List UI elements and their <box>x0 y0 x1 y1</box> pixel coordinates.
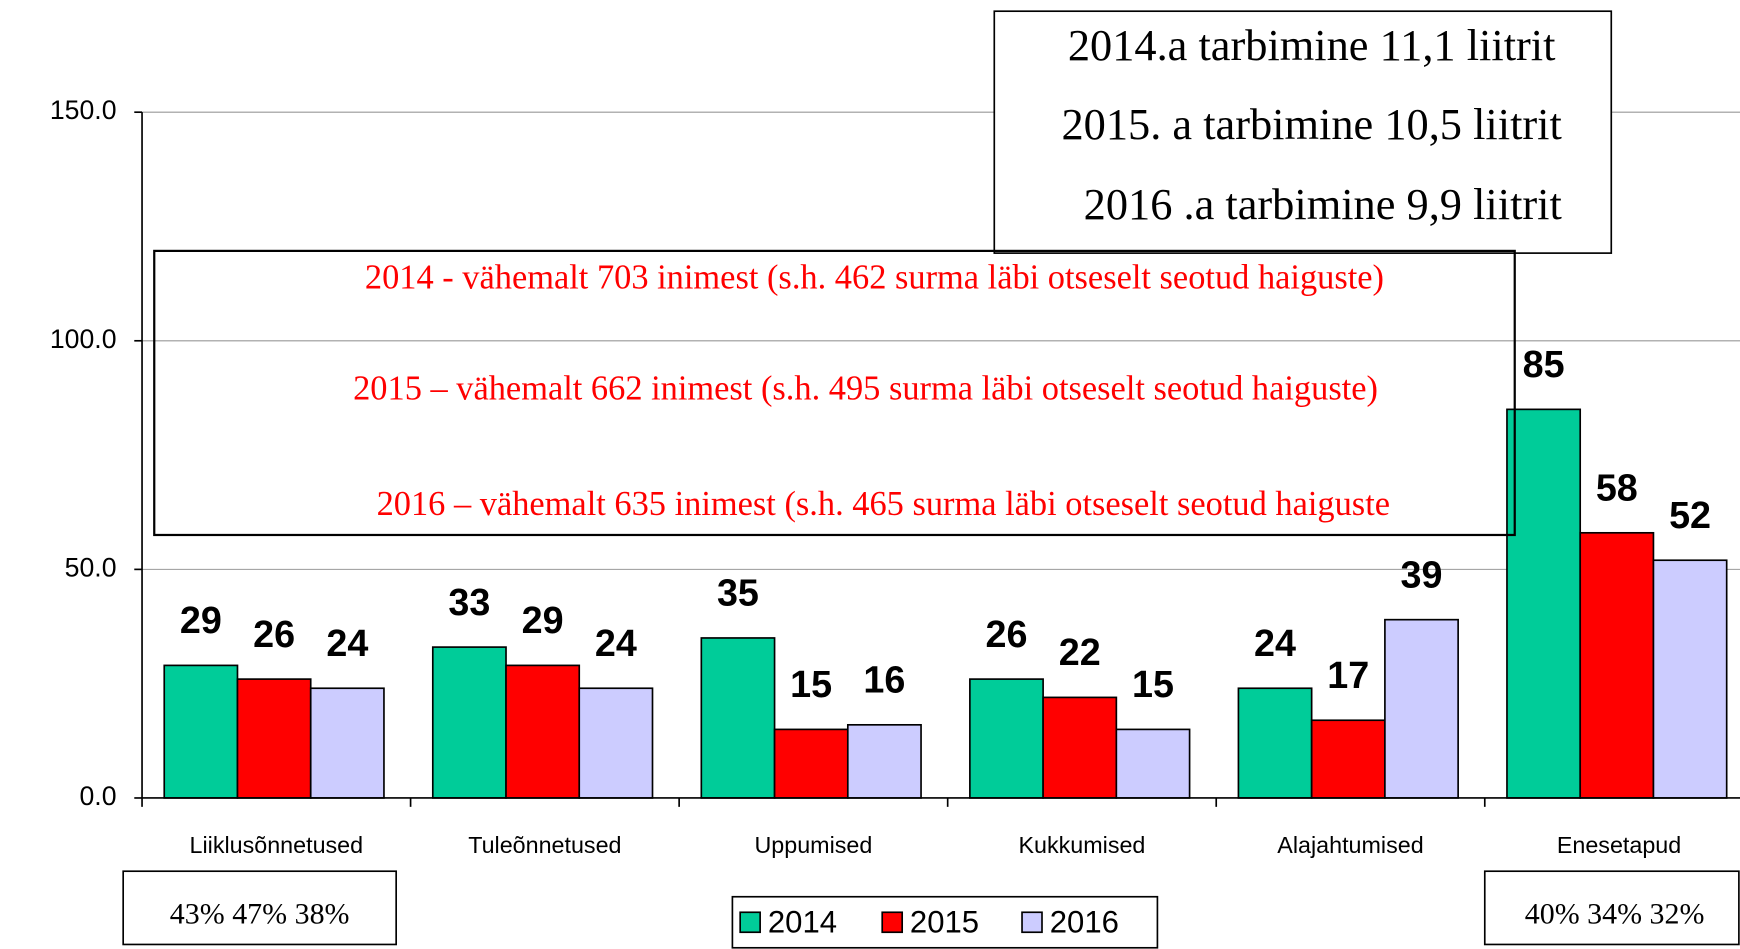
bar <box>846 723 922 799</box>
data-label: 85 <box>1523 343 1565 385</box>
y-tick-label: 50.0 <box>65 552 117 582</box>
consumption-box <box>993 10 1613 254</box>
data-label: 58 <box>1596 467 1638 509</box>
deaths-note: 2016 – vähemalt 635 inimest (s.h. 465 su… <box>377 485 1390 523</box>
legend <box>731 895 1159 949</box>
data-label: 15 <box>790 663 832 705</box>
bar <box>1652 559 1728 799</box>
x-tick-label: Liiklusõnnetused <box>190 832 364 858</box>
bar <box>1115 728 1191 799</box>
legend-swatch <box>881 911 904 934</box>
y-tick-label: 100.0 <box>50 324 117 354</box>
data-label: 33 <box>448 581 490 623</box>
data-label: 24 <box>595 622 637 664</box>
x-tick-label: Enesetapud <box>1557 832 1681 858</box>
data-label: 39 <box>1401 553 1443 595</box>
share-note: 40% 34% 32% <box>1525 898 1705 931</box>
plot-area: 0.0 50.0 100.0 150.0 Liiklusõnnetused 29 26 24 T… <box>50 95 1740 858</box>
x-tick-label: Tuleõnnetused <box>468 832 621 858</box>
bar <box>236 678 312 799</box>
data-label: 26 <box>253 613 295 655</box>
share-box <box>122 870 397 946</box>
data-label: 24 <box>1254 622 1296 664</box>
data-label: 26 <box>986 613 1028 655</box>
bar <box>773 728 849 799</box>
data-label: 16 <box>863 659 905 701</box>
x-tick-label: Alajahtumised <box>1277 832 1423 858</box>
bar <box>309 687 385 799</box>
bar <box>700 637 776 799</box>
legend-items: 2014 2015 2016 <box>739 905 1119 940</box>
bar <box>1237 687 1313 799</box>
share-note: 43% 47% 38% <box>170 898 350 931</box>
bar <box>1384 618 1459 799</box>
y-tick-label: 150.0 <box>50 95 117 125</box>
x-tick-label: Kukkumised <box>1018 832 1145 858</box>
share-box <box>1483 870 1740 946</box>
legend-label: 2014 <box>768 905 837 940</box>
bar <box>1310 719 1386 799</box>
deaths-note: 2014 - vähemalt 703 inimest (s.h. 462 su… <box>365 259 1384 297</box>
y-tick-label: 0.0 <box>80 781 117 811</box>
data-label: 35 <box>717 572 759 614</box>
deaths-note: 2015 – vähemalt 662 inimest (s.h. 495 su… <box>353 370 1378 408</box>
data-label: 52 <box>1669 494 1711 536</box>
legend-swatch <box>1021 911 1043 934</box>
bar <box>505 664 581 799</box>
x-tick-label: Uppumised <box>754 832 872 858</box>
legend-label: 2015 <box>910 905 979 940</box>
bar <box>1042 696 1118 799</box>
bar <box>578 687 654 799</box>
consumption-note: 2015. a tarbimine 10,5 liitrit <box>1061 99 1562 149</box>
bar <box>163 664 239 799</box>
data-label: 24 <box>326 622 368 664</box>
bar <box>431 646 507 799</box>
bar <box>1579 531 1655 799</box>
bar <box>1506 408 1582 799</box>
data-label: 17 <box>1327 654 1369 696</box>
data-label: 22 <box>1059 631 1101 673</box>
legend-swatch <box>739 911 761 934</box>
legend-label: 2016 <box>1050 905 1119 940</box>
data-label: 29 <box>180 599 222 641</box>
bar <box>969 678 1044 799</box>
consumption-note: 2016 .a tarbimine 9,9 liitrit <box>1084 179 1563 229</box>
data-label: 29 <box>522 599 564 641</box>
deaths-box <box>153 249 1516 537</box>
data-label: 15 <box>1132 663 1174 705</box>
consumption-note: 2014.a tarbimine 11,1 liitrit <box>1068 20 1556 70</box>
